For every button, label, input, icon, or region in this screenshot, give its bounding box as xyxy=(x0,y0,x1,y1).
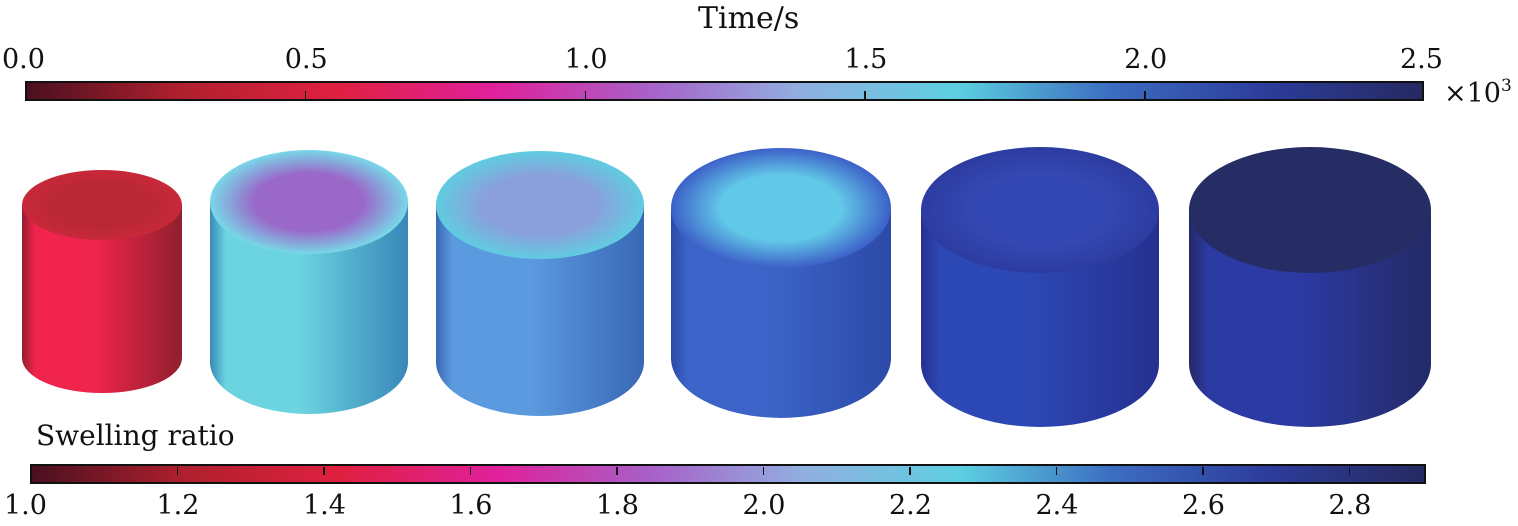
swelling-tick-mark xyxy=(909,467,911,475)
time-tick-label: 0.5 xyxy=(284,44,328,75)
swelling-colorbar-title: Swelling ratio xyxy=(36,419,235,452)
swelling-tick-label: 1.6 xyxy=(449,490,493,521)
cylinder-side xyxy=(22,205,182,393)
cylinder-top xyxy=(22,170,182,240)
time-tick-mark xyxy=(304,91,307,99)
time-tick-mark xyxy=(864,91,866,99)
swelling-tick-mark xyxy=(616,467,618,475)
swollen-cylinder xyxy=(210,150,408,414)
cylinder-top xyxy=(436,151,644,259)
time-tick-label: 0.0 xyxy=(2,44,45,75)
cylinder-side xyxy=(436,205,644,416)
swollen-cylinder xyxy=(671,148,891,418)
swelling-tick-mark xyxy=(1202,467,1204,475)
swollen-cylinder xyxy=(436,151,644,416)
swelling-tick-label: 1.8 xyxy=(596,490,639,521)
cylinder-top xyxy=(921,147,1159,273)
time-tick-label: 1.0 xyxy=(564,44,608,75)
time-tick-label: 1.5 xyxy=(844,44,888,75)
swelling-colorbar xyxy=(30,464,1426,484)
time-colorbar-title: Time/s xyxy=(698,1,800,36)
time-multiplier: ×103 xyxy=(1444,76,1512,109)
swollen-cylinder xyxy=(22,170,182,393)
swelling-tick-mark xyxy=(176,467,178,475)
swelling-tick-label: 1.4 xyxy=(303,490,346,521)
time-tick-mark xyxy=(584,91,587,99)
time-colorbar xyxy=(25,81,1424,101)
swelling-tick-label: 1.0 xyxy=(4,490,47,521)
swelling-tick-mark xyxy=(469,467,471,475)
cylinder-side xyxy=(210,202,408,414)
time-tick-mark xyxy=(1144,91,1146,99)
swelling-tick-label: 1.2 xyxy=(156,490,200,521)
swelling-tick-mark xyxy=(762,467,764,475)
swelling-tick-mark xyxy=(323,467,325,475)
swelling-tick-mark xyxy=(1055,467,1057,475)
time-multiplier-exponent: 3 xyxy=(1500,76,1512,96)
cylinder-top xyxy=(671,148,891,268)
swelling-tick-mark xyxy=(1348,467,1350,475)
time-tick-label: 2.5 xyxy=(1400,44,1443,75)
swollen-cylinder xyxy=(921,147,1159,427)
swelling-tick-label: 2.2 xyxy=(889,490,932,521)
swelling-tick-label: 2.8 xyxy=(1328,490,1372,521)
time-tick-label: 2.0 xyxy=(1124,44,1168,75)
cylinder-top xyxy=(1189,147,1431,273)
swelling-tick-label: 2.6 xyxy=(1182,490,1225,521)
swollen-cylinder xyxy=(1189,147,1431,427)
swelling-tick-label: 2.4 xyxy=(1035,490,1079,521)
swelling-tick-label: 2.0 xyxy=(742,490,786,521)
cylinder-top xyxy=(210,150,408,254)
cylinder-side xyxy=(671,208,891,418)
